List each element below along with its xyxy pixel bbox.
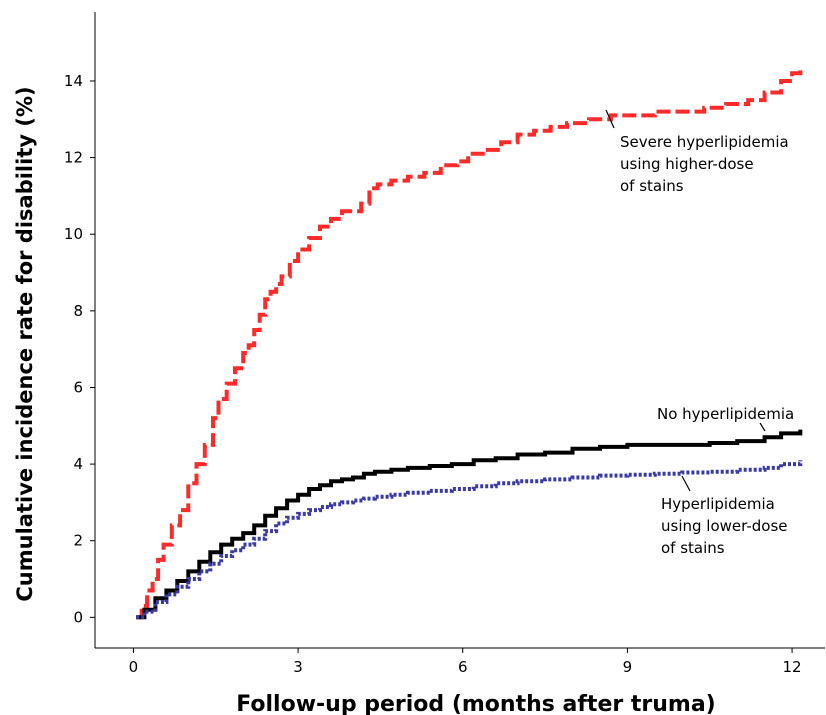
annotation-leader [759, 422, 766, 432]
x-tick-label: 3 [293, 658, 303, 676]
annotation-line: of stains [620, 177, 684, 195]
annotation-label: Hyperlipidemia using lower-dose of stains [661, 495, 788, 557]
x-tick-label: 6 [458, 658, 468, 676]
annotation-line: using lower-dose [661, 517, 788, 535]
y-tick-label: 10 [64, 225, 83, 243]
x-axis-title: Follow-up period (months after truma) [236, 692, 715, 715]
series-group [136, 65, 803, 620]
annotation-line: using higher-dose [620, 155, 754, 173]
x-ticks: 0 3 6 9 12 [129, 648, 802, 676]
y-tick-label: 8 [73, 302, 83, 320]
series-hyperlipidemia-lower-dose [136, 460, 803, 620]
annotation-leader [681, 475, 691, 492]
annotation-label: No hyperlipidemia [657, 405, 794, 423]
annotation-line: Severe hyperlipidemia [620, 133, 789, 151]
x-tick-label: 9 [623, 658, 633, 676]
annotation-line: Hyperlipidemia [661, 495, 775, 513]
annotation-line: No hyperlipidemia [657, 405, 794, 423]
y-axis-title: Cumulative incidence rate for disability… [13, 86, 37, 601]
annotations: Severe hyperlipidemia using higher-dose of… [605, 109, 794, 557]
axes [94, 12, 825, 649]
annotation-line: of stains [661, 539, 725, 557]
series-severe-hyperlipidemia [136, 65, 803, 620]
y-tick-label: 4 [73, 455, 83, 473]
y-tick-label: 12 [64, 149, 83, 167]
y-tick-label: 14 [64, 72, 83, 90]
annotation-label: Severe hyperlipidemia using higher-dose of… [620, 133, 789, 195]
x-tick-label: 12 [783, 658, 802, 676]
y-tick-label: 0 [73, 608, 83, 626]
y-tick-label: 2 [73, 532, 83, 550]
y-tick-label: 6 [73, 378, 83, 396]
y-ticks: 0 2 4 6 8 10 12 14 [64, 72, 95, 626]
x-tick-label: 0 [129, 658, 139, 676]
annotation-leader [605, 109, 615, 129]
